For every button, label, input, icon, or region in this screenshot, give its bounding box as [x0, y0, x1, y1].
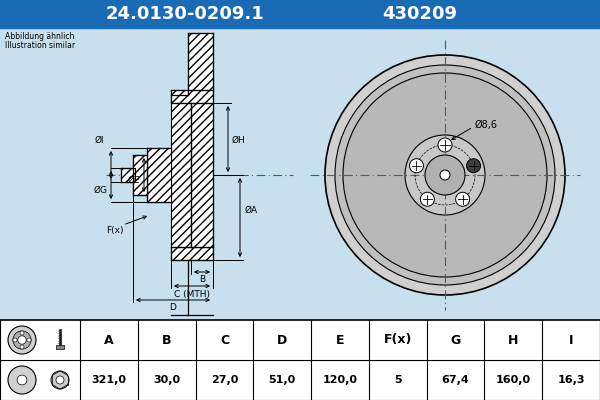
Text: Illustration similar: Illustration similar [5, 41, 75, 50]
Text: 67,4: 67,4 [442, 375, 469, 385]
Circle shape [325, 55, 565, 295]
Circle shape [455, 192, 470, 206]
Text: E: E [336, 334, 344, 346]
Text: F(x): F(x) [383, 334, 412, 346]
Text: B: B [162, 334, 172, 346]
Circle shape [335, 65, 555, 285]
Bar [133, 155, 147, 195]
Circle shape [8, 326, 36, 354]
Text: Ø8,6: Ø8,6 [475, 120, 498, 130]
Text: 16,3: 16,3 [557, 375, 585, 385]
Circle shape [8, 366, 36, 394]
Text: H: H [508, 334, 518, 346]
Circle shape [409, 159, 424, 173]
Text: Abbildung ähnlich: Abbildung ähnlich [5, 32, 74, 41]
Circle shape [13, 331, 31, 349]
Text: B: B [199, 276, 205, 284]
Bar [133, 155, 147, 195]
Bar [115, 84, 210, 264]
Text: I: I [569, 334, 574, 346]
Text: 30,0: 30,0 [153, 375, 180, 385]
Bar [121, 168, 135, 182]
Text: D: D [170, 304, 176, 312]
Text: 27,0: 27,0 [211, 375, 238, 385]
Circle shape [20, 345, 24, 349]
Text: ØE: ØE [128, 176, 140, 184]
Text: D: D [277, 334, 287, 346]
Bar [121, 168, 135, 182]
Bar [0, 320, 600, 400]
Circle shape [17, 375, 27, 385]
Text: C (MTH): C (MTH) [174, 290, 210, 298]
Text: 430209: 430209 [383, 5, 458, 23]
Text: 24.0130-0209.1: 24.0130-0209.1 [106, 5, 265, 23]
Text: G: G [451, 334, 461, 346]
Text: ØA: ØA [244, 206, 257, 214]
Text: ØH: ØH [231, 136, 245, 144]
Bar [56, 345, 64, 349]
Text: 5: 5 [394, 375, 401, 385]
Circle shape [13, 338, 17, 342]
Text: C: C [220, 334, 229, 346]
Text: 120,0: 120,0 [323, 375, 358, 385]
Text: 51,0: 51,0 [269, 375, 296, 385]
Circle shape [438, 138, 452, 152]
Bar [188, 33, 213, 95]
Circle shape [343, 73, 547, 277]
Text: F(x): F(x) [106, 226, 124, 234]
Bar [171, 103, 191, 247]
Text: ØI: ØI [94, 136, 104, 144]
Bar [191, 103, 213, 247]
Bar [171, 90, 213, 103]
Text: ØG: ØG [94, 186, 108, 194]
Bar [188, 33, 213, 95]
Text: 160,0: 160,0 [496, 375, 531, 385]
Bar [171, 247, 213, 260]
Circle shape [56, 376, 64, 384]
Circle shape [467, 159, 481, 173]
Bar [171, 103, 191, 247]
Bar [147, 148, 171, 202]
Text: 321,0: 321,0 [91, 375, 127, 385]
Bar [147, 148, 171, 202]
Circle shape [27, 338, 31, 342]
Bar [171, 247, 213, 260]
Circle shape [440, 170, 450, 180]
Bar [191, 103, 213, 247]
Bar [171, 90, 213, 103]
Circle shape [425, 155, 465, 195]
Circle shape [51, 371, 69, 389]
Circle shape [421, 192, 434, 206]
Text: A: A [104, 334, 114, 346]
Circle shape [18, 336, 26, 344]
Circle shape [20, 331, 24, 335]
Circle shape [405, 135, 485, 215]
Bar [0, 0, 600, 28]
